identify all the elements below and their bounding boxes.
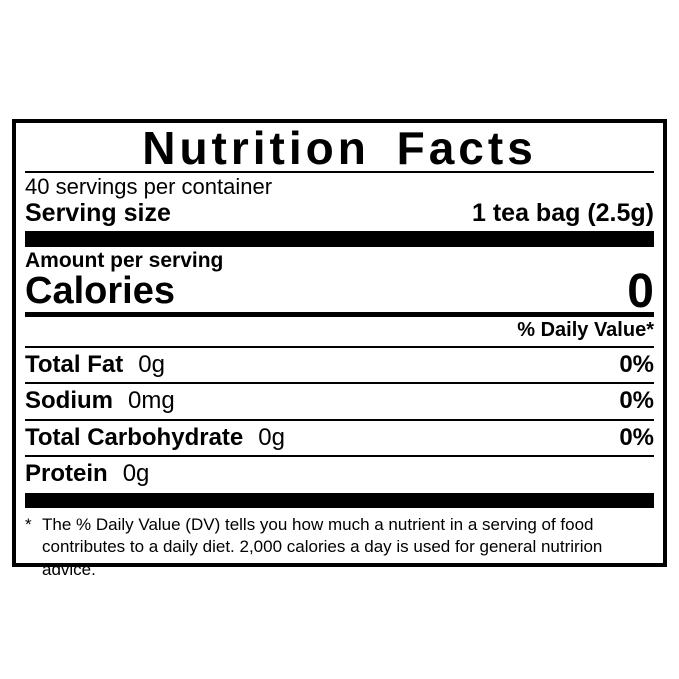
daily-value-footnote: * The % Daily Value (DV) tells you how m… (25, 514, 654, 580)
nutrient-amount: 0mg (128, 387, 175, 415)
nutrient-amount: 0g (122, 459, 150, 487)
daily-value-header: % Daily Value* (25, 317, 654, 348)
nutrient-name: Total Fat (25, 350, 124, 378)
label-title: Nutrition Facts (25, 123, 654, 173)
nutrient-name: Protein (25, 459, 108, 487)
nutrient-row-total-carbohydrate: Total Carbohydrate 0g 0% (25, 421, 654, 457)
nutrient-amount: 0g (138, 350, 165, 378)
footnote-text: The % Daily Value (DV) tells you how muc… (42, 515, 603, 579)
calories-row: Calories 0 (25, 265, 654, 319)
calories-value: 0 (627, 265, 654, 319)
nutrient-left: Sodium 0mg (25, 387, 175, 415)
nutrient-daily-value: 0% (619, 387, 654, 415)
calories-label: Calories (25, 269, 175, 312)
serving-size-row: Serving size 1 tea bag (2.5g) (25, 199, 654, 231)
nutrition-facts-label: Nutrition Facts 40 servings per containe… (12, 119, 667, 579)
footnote-asterisk: * (25, 515, 32, 535)
nutrient-name: Total Carbohydrate (25, 423, 244, 451)
nutrient-row-total-fat: Total Fat 0g 0% (25, 348, 654, 385)
divider-bar-thick-bottom (25, 493, 654, 509)
nutrient-row-protein: Protein 0g (25, 457, 654, 493)
nutrient-left: Protein 0g (25, 459, 150, 487)
amount-per-serving-label: Amount per serving (25, 248, 224, 272)
nutrient-amount: 0g (258, 423, 285, 451)
nutrient-left: Total Fat 0g (25, 350, 165, 378)
serving-size-label: Serving size (25, 199, 171, 228)
nutrient-row-sodium: Sodium 0mg 0% (25, 384, 654, 421)
serving-size-value: 1 tea bag (2.5g) (472, 199, 654, 228)
divider-bar-thick-top (25, 230, 654, 247)
divider-bar-medium (25, 311, 654, 317)
nutrient-left: Total Carbohydrate 0g (25, 423, 285, 451)
nutrient-daily-value: 0% (619, 350, 654, 378)
servings-per-container: 40 servings per container (25, 174, 273, 199)
nutrient-daily-value: 0% (619, 423, 654, 451)
nutrient-name: Sodium (25, 387, 113, 415)
